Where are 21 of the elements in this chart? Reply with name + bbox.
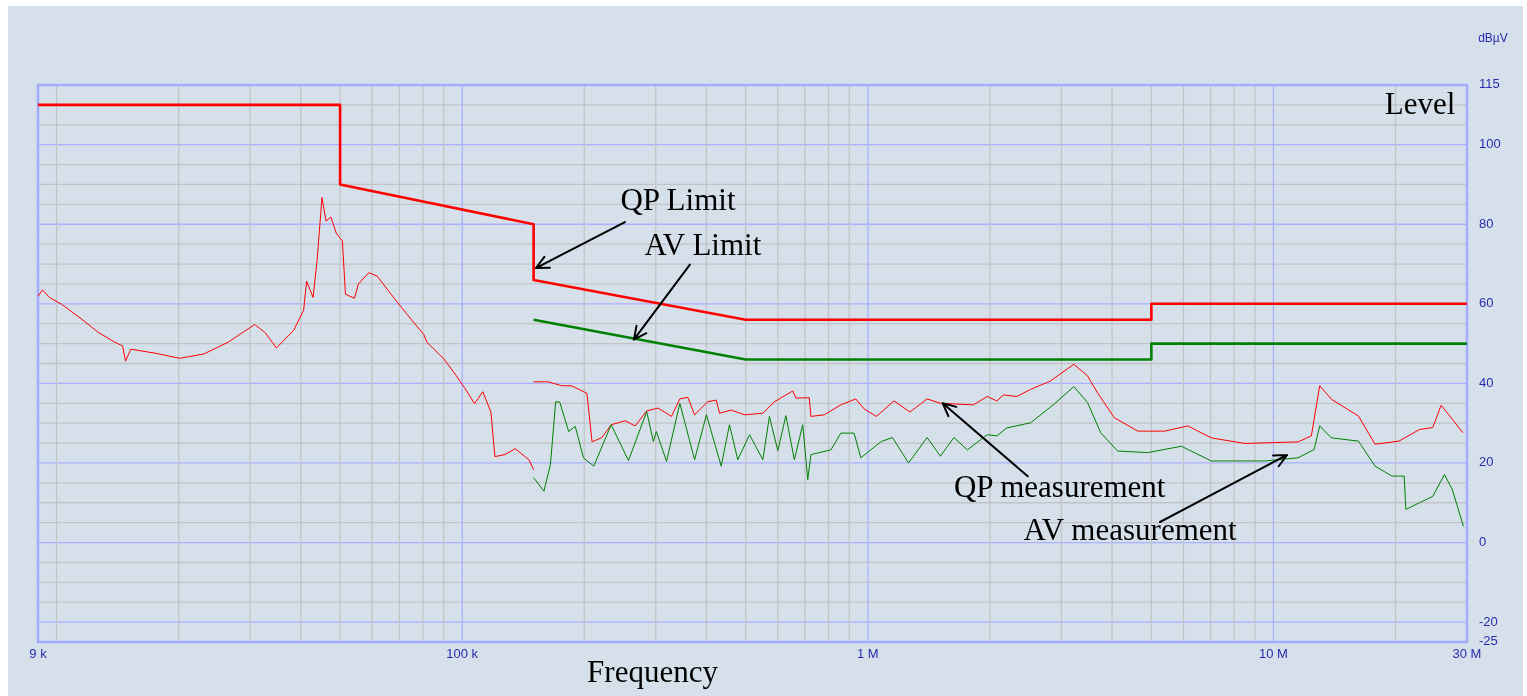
y-axis-title: dBµV [1478,31,1508,45]
y-tick-label: 60 [1479,295,1494,311]
y-tick-label: 20 [1479,454,1494,470]
y-tick-label: -25 [1479,633,1498,649]
y-tick-label: 80 [1479,215,1494,231]
y-tick-label: -20 [1479,613,1498,629]
annotation: QP measurement [954,469,1166,505]
x-tick-label: 10 M [1259,646,1288,661]
y-tick-label: 0 [1479,533,1487,549]
x-tick-label: 1 M [856,646,879,661]
y-tick-label: 40 [1479,374,1494,390]
annotation: QP Limit [620,182,736,218]
x-tick-label: 30 M [1452,646,1482,661]
annotation: AV Limit [644,226,762,262]
annotation: Level [1384,86,1456,122]
x-tick-label: 9 k [29,646,48,661]
y-tick-label: 100 [1479,136,1501,152]
y-tick-label: 115 [1479,76,1500,92]
annotation: AV measurement [1023,512,1238,548]
x-tick-label: 100 k [446,646,479,661]
x-axis-title: Frequency [587,654,719,689]
